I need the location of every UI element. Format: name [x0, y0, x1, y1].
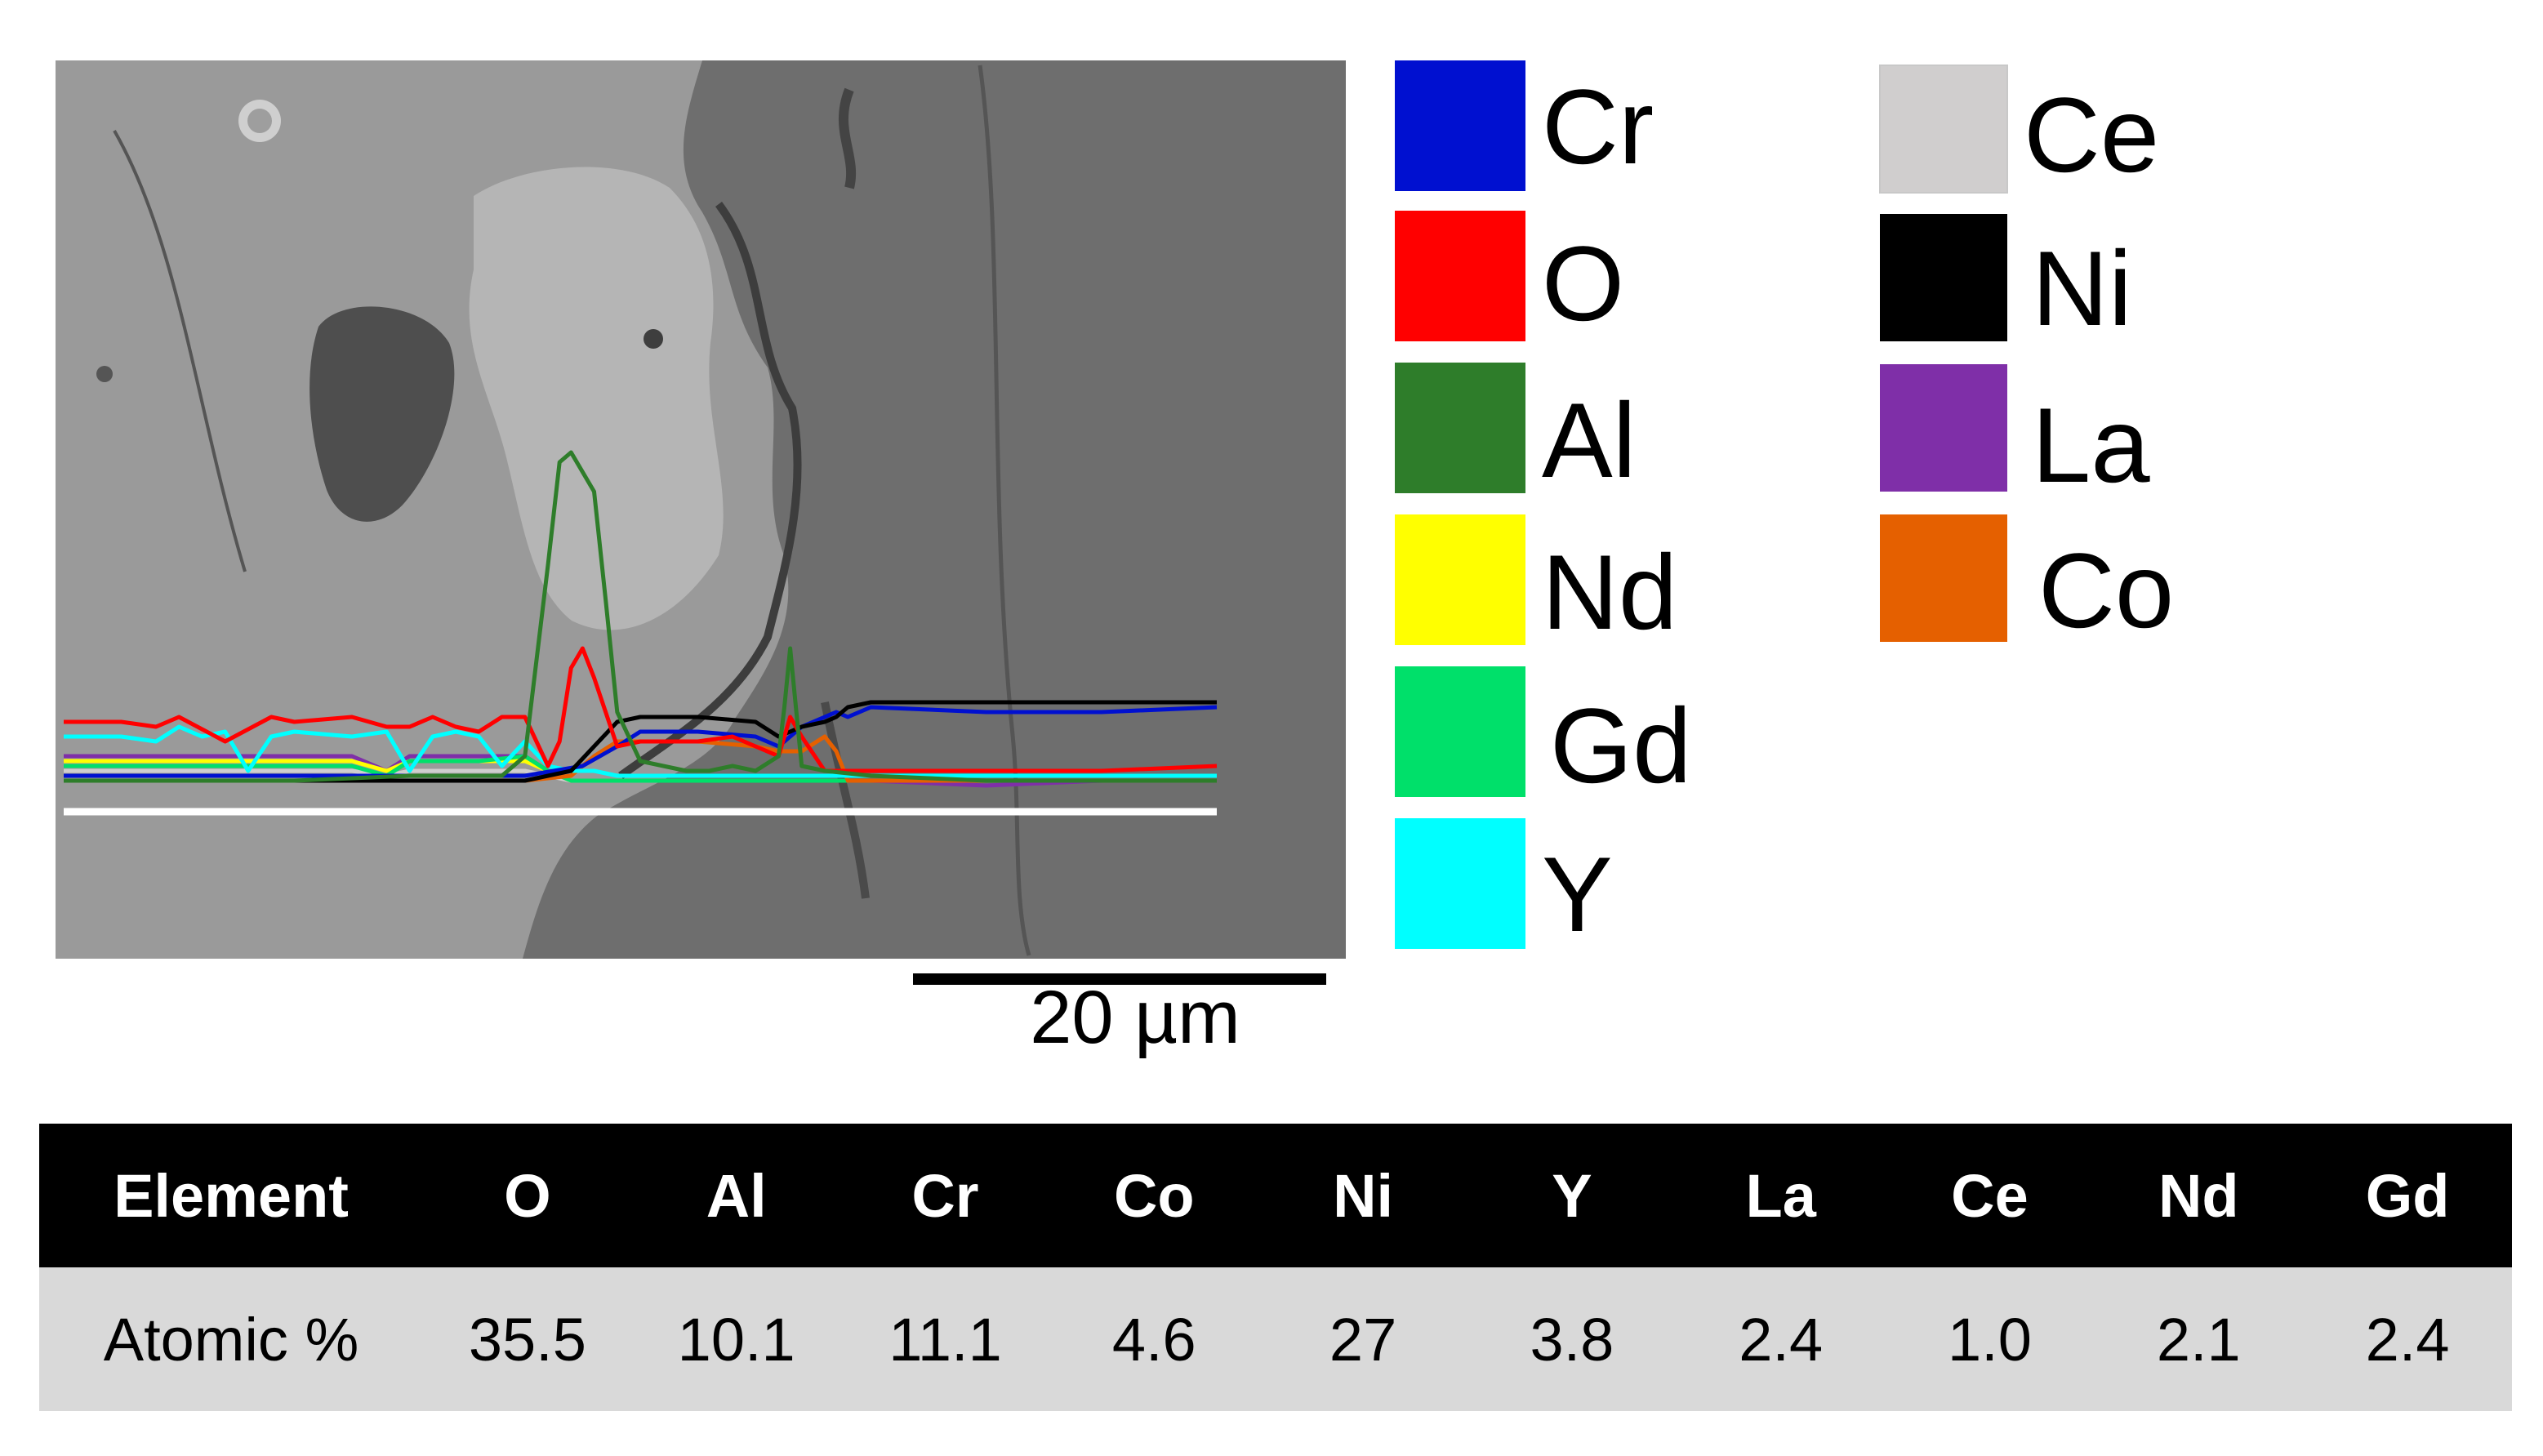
- value-y: 3.8: [1467, 1267, 1677, 1411]
- legend-swatch-o: [1395, 211, 1525, 341]
- atomic-percent-table: Element O Al Cr Co Ni Y La Ce Nd Gd Atom…: [39, 1124, 2512, 1411]
- sem-micrograph: [56, 60, 1346, 959]
- header-la: La: [1676, 1124, 1886, 1267]
- legend-label-y: Y: [1542, 835, 1613, 954]
- eds-line-profiles: [64, 450, 1218, 788]
- header-al: Al: [631, 1124, 841, 1267]
- profile-line-o: [64, 646, 1218, 773]
- profile-line-ni: [64, 700, 1217, 783]
- value-ni: 27: [1258, 1267, 1467, 1411]
- legend-swatch-la: [1880, 364, 2007, 492]
- header-o: O: [423, 1124, 632, 1267]
- value-co: 4.6: [1049, 1267, 1259, 1411]
- value-al: 10.1: [631, 1267, 841, 1411]
- header-ce: Ce: [1885, 1124, 2095, 1267]
- scale-bar-label: 20 µm: [1030, 976, 1240, 1059]
- table-row: Atomic % 35.5 10.1 11.1 4.6 27 3.8 2.4 1…: [39, 1267, 2512, 1411]
- profile-line-cr: [64, 705, 1218, 778]
- figure-canvas: Cr O Al Nd Gd Y Ce Ni La Co: [56, 60, 2174, 985]
- legend-swatch-cr: [1395, 60, 1525, 191]
- value-o: 35.5: [423, 1267, 632, 1411]
- value-cr: 11.1: [840, 1267, 1050, 1411]
- header-element: Element: [39, 1124, 423, 1267]
- header-co: Co: [1049, 1124, 1259, 1267]
- value-ce: 1.0: [1885, 1267, 2095, 1411]
- legend-label-co: Co: [2038, 531, 2174, 650]
- legend-swatch-ce: [1879, 65, 2008, 194]
- legend-swatch-co: [1880, 514, 2007, 642]
- row-label-atomic-percent: Atomic %: [39, 1267, 423, 1411]
- legend-label-o: O: [1542, 224, 1624, 343]
- header-y: Y: [1467, 1124, 1677, 1267]
- legend-label-gd: Gd: [1550, 686, 1691, 805]
- value-la: 2.4: [1676, 1267, 1886, 1411]
- scale-bar: [913, 973, 1326, 985]
- legend-label-ce: Ce: [2024, 75, 2159, 194]
- legend-swatch-y: [1395, 818, 1525, 949]
- header-ni: Ni: [1258, 1124, 1467, 1267]
- table-header-row: Element O Al Cr Co Ni Y La Ce Nd Gd: [39, 1124, 2512, 1267]
- element-legend: Cr O Al Nd Gd Y Ce Ni La Co: [1395, 60, 2174, 954]
- header-gd: Gd: [2303, 1124, 2512, 1267]
- legend-swatch-al: [1395, 363, 1525, 493]
- legend-label-la: La: [2032, 385, 2150, 505]
- profile-line-al: [64, 450, 1217, 783]
- legend-label-al: Al: [1542, 381, 1637, 500]
- header-cr: Cr: [840, 1124, 1050, 1267]
- legend-label-nd: Nd: [1542, 532, 1677, 652]
- value-nd: 2.1: [2094, 1267, 2304, 1411]
- value-gd: 2.4: [2303, 1267, 2512, 1411]
- legend-label-cr: Cr: [1542, 67, 1654, 186]
- header-nd: Nd: [2094, 1124, 2304, 1267]
- legend-swatch-ni: [1880, 214, 2007, 341]
- legend-swatch-nd: [1395, 514, 1525, 645]
- legend-label-ni: Ni: [2032, 229, 2132, 348]
- legend-swatch-gd: [1395, 666, 1525, 797]
